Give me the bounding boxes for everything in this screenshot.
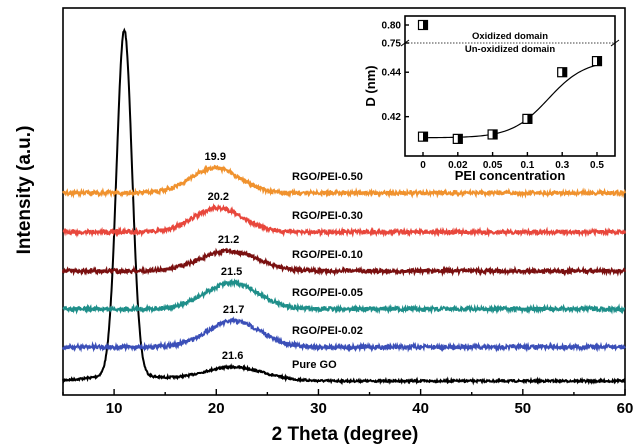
inset-data-point xyxy=(417,131,429,142)
series-line xyxy=(62,247,626,277)
peak-position-label: 21.7 xyxy=(223,304,244,316)
oxidized-domain-label: Oxidized domain xyxy=(472,31,548,42)
x-axis-label: 2 Theta (degree) xyxy=(272,424,419,445)
x-tick-label: 20 xyxy=(208,400,225,417)
series-name-label: RGO/PEI-0.10 xyxy=(292,249,363,261)
series-name-label: RGO/PEI-0.02 xyxy=(292,325,363,337)
inset-x-tick-label: 0.02 xyxy=(448,160,468,171)
inset-data-point xyxy=(591,56,603,67)
peak-position-label: 19.9 xyxy=(205,151,226,163)
inset-plot: 0.42 0.44 0.75 0.80 0 0.02 0.05 0.1 0.3 0.5 PEI c… xyxy=(363,15,620,183)
y-axis-label: Intensity (a.u.) xyxy=(14,126,35,255)
inset-broken-tick-label: 0.75 xyxy=(382,39,402,50)
series-line xyxy=(62,164,626,199)
unoxidized-domain-label: Un-oxidized domain xyxy=(465,44,555,55)
series-line xyxy=(62,203,626,238)
peak-position-label: 20.2 xyxy=(208,191,229,203)
main-series-group xyxy=(62,27,626,386)
series-name-label: RGO/PEI-0.05 xyxy=(292,287,363,299)
main-x-ticks: 10 20 30 40 50 60 xyxy=(62,389,634,417)
inset-frame xyxy=(404,15,616,157)
inset-x-axis-label: PEI concentration xyxy=(455,168,566,183)
inset-data-point xyxy=(417,19,429,31)
x-tick-label: 50 xyxy=(514,400,531,417)
inset-x-tick-label: 0.5 xyxy=(590,160,604,171)
inset-x-tick-label: 0.3 xyxy=(555,160,569,171)
series-line xyxy=(62,278,626,315)
inset-data-point xyxy=(452,133,463,144)
inset-y-axis-label: D (nm) xyxy=(363,65,378,106)
inset-broken-tick-label: 0.80 xyxy=(382,21,402,32)
peak-position-label: 21.6 xyxy=(222,350,243,362)
axis-break-mark xyxy=(610,39,620,47)
inset-y-tick-label: 0.44 xyxy=(382,68,402,79)
inset-fit-curve xyxy=(423,64,598,139)
series-line xyxy=(62,27,626,386)
x-tick-label: 60 xyxy=(617,400,634,417)
main-plot-frame xyxy=(62,7,626,396)
inset-x-tick-label: 0.1 xyxy=(520,160,534,171)
inset-x-tick-label: 0 xyxy=(420,160,426,171)
series-name-label: RGO/PEI-0.30 xyxy=(292,210,363,222)
peak-position-label: 21.5 xyxy=(221,266,242,278)
series-name-label: Pure GO xyxy=(292,359,337,371)
inset-data-point xyxy=(557,67,568,78)
inset-data-point xyxy=(522,113,533,124)
x-tick-label: 30 xyxy=(310,400,327,417)
inset-x-tick-label: 0.05 xyxy=(483,160,503,171)
inset-y-tick-label: 0.42 xyxy=(382,112,402,123)
series-line xyxy=(62,316,626,353)
series-name-label: RGO/PEI-0.50 xyxy=(292,171,363,183)
x-tick-label: 40 xyxy=(412,400,429,417)
x-tick-label: 10 xyxy=(106,400,123,417)
peak-position-label: 21.2 xyxy=(218,234,239,246)
main-series-labels: Pure GO 21.6 RGO/PEI-0.02 21.7 RGO/PEI-0.05 2… xyxy=(205,151,363,371)
inset-data-point xyxy=(487,129,498,140)
